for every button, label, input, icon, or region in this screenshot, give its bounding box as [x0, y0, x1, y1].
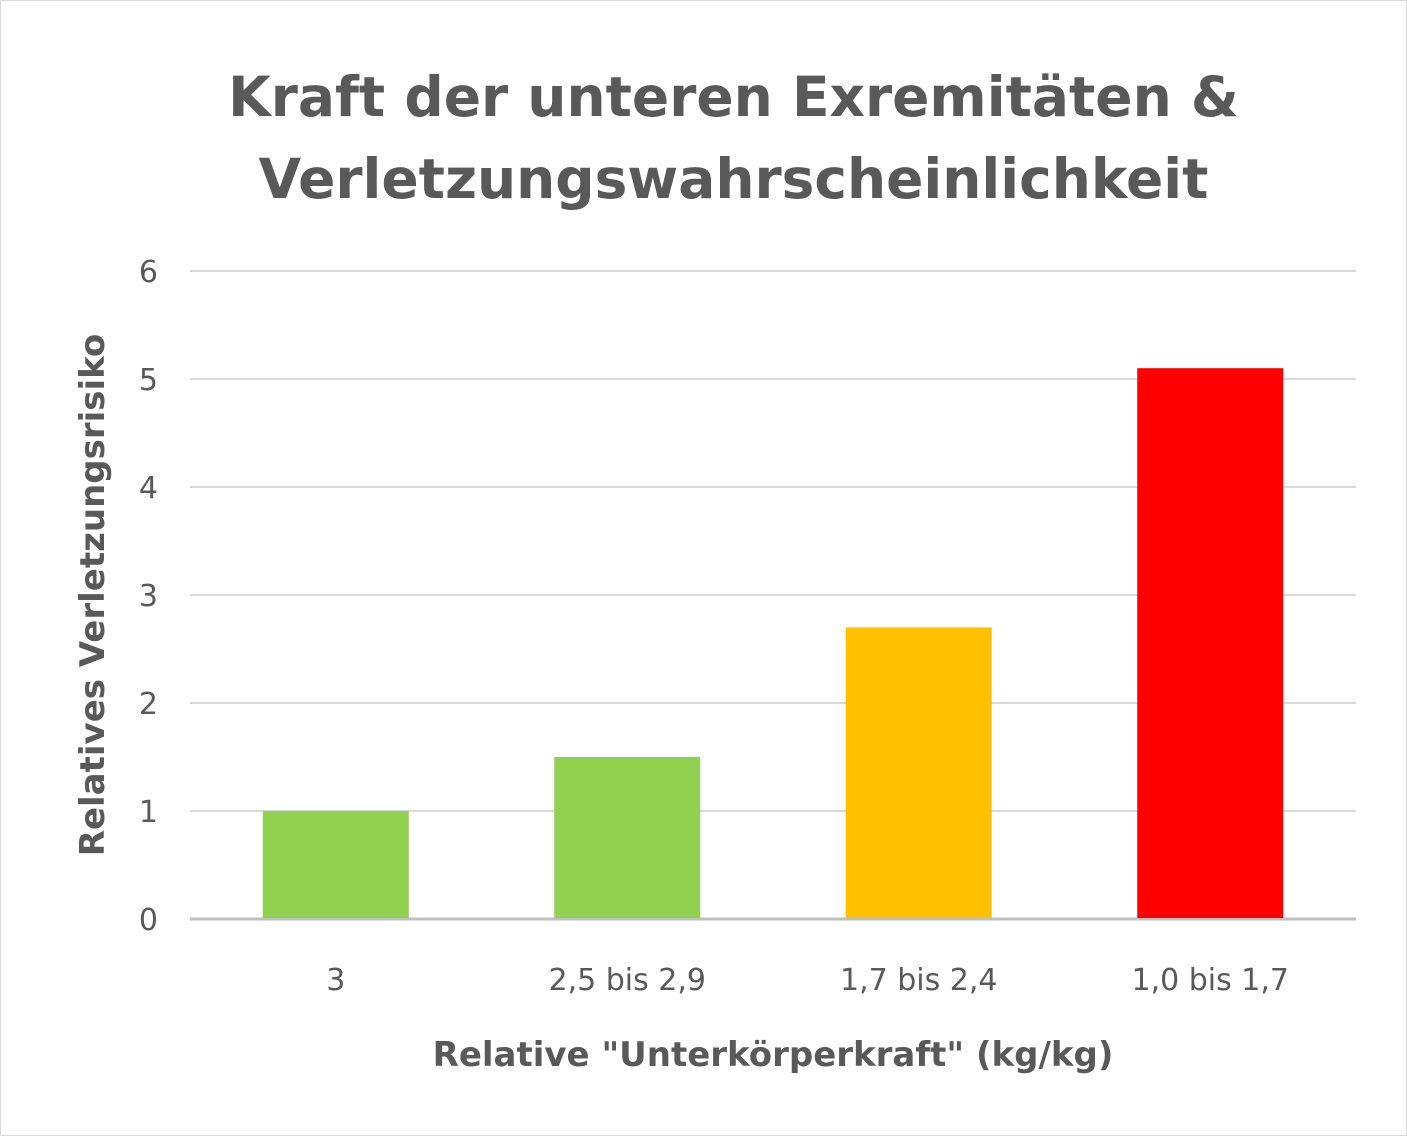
chart-title-line-2: Verletzungswahrscheinlichkeit	[258, 147, 1209, 211]
bar	[554, 757, 701, 918]
y-axis-title: Relatives Verletzungsrisiko	[73, 334, 113, 856]
y-tick-label: 0	[139, 903, 158, 938]
y-tick-label: 4	[139, 471, 158, 506]
chart-title-line-1: Kraft der unteren Exremitäten &	[228, 65, 1239, 129]
y-axis-ticks: 0 1 2 3 4 5 6	[139, 255, 158, 938]
x-axis-title: Relative "Unterkörperkraft" (kg/kg)	[433, 1035, 1114, 1075]
bars	[262, 368, 1284, 918]
x-axis-ticks: 3 2,5 bis 2,9 1,7 bis 2,4 1,0 bis 1,7	[326, 963, 1289, 998]
x-tick-label: 2,5 bis 2,9	[549, 963, 707, 998]
x-tick-label: 1,7 bis 2,4	[840, 963, 998, 998]
y-tick-label: 5	[139, 363, 158, 398]
y-tick-label: 1	[139, 795, 158, 830]
bar	[1137, 368, 1284, 918]
x-tick-label: 3	[326, 963, 345, 998]
y-tick-label: 6	[139, 255, 158, 290]
y-tick-label: 3	[139, 579, 158, 614]
bar	[262, 811, 409, 918]
bar	[845, 627, 992, 918]
y-tick-label: 2	[139, 687, 158, 722]
chart-title: Kraft der unteren Exremitäten & Verletzu…	[0, 56, 1407, 220]
x-tick-label: 1,0 bis 1,7	[1132, 963, 1290, 998]
